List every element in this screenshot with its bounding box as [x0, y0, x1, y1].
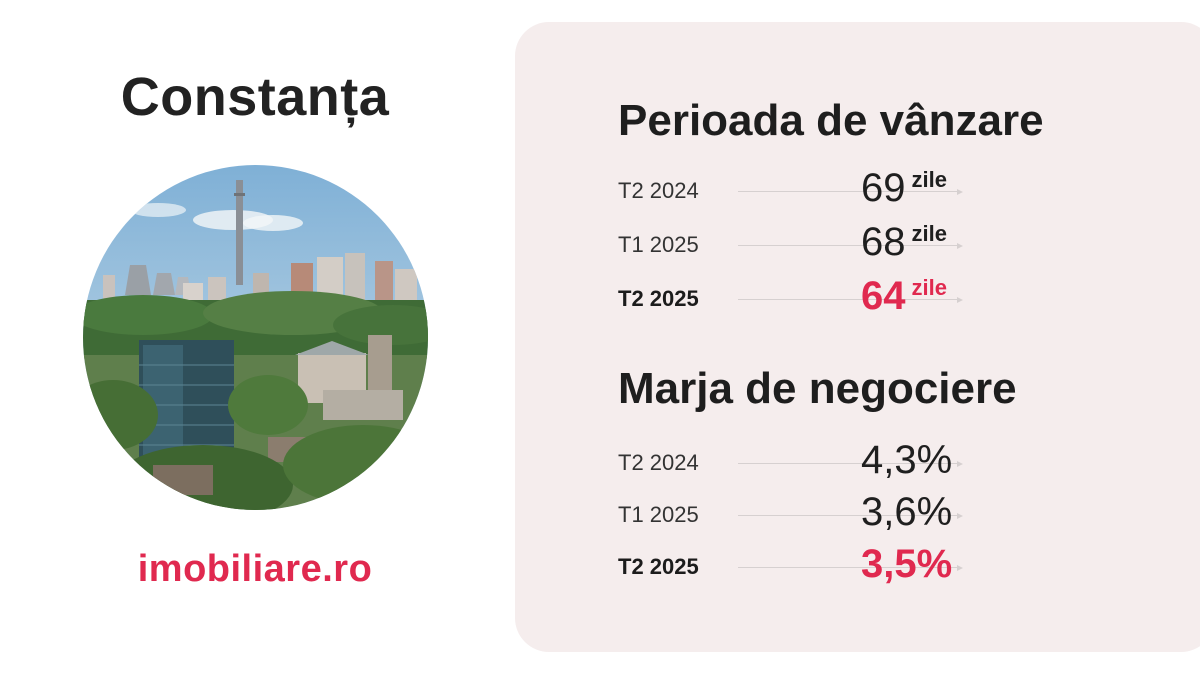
stat-row: T2 2024 4,3%: [618, 438, 1178, 484]
row-value: 64 zile: [861, 274, 947, 319]
row-number: 68: [861, 220, 906, 264]
row-label: T1 2025: [618, 232, 699, 257]
arrow-right-icon: [738, 243, 963, 249]
row-value: 69 zile: [861, 166, 947, 211]
city-photo: [83, 165, 428, 510]
arrow-right-icon: [738, 461, 963, 467]
stat-row: T1 2025 68 zile: [618, 220, 1178, 266]
row-label: T1 2025: [618, 502, 699, 527]
row-number: 64: [861, 274, 906, 318]
city-title: Constanța: [120, 67, 390, 127]
row-unit: zile: [911, 275, 947, 300]
section-title-marja: Marja de negociere: [618, 364, 1017, 413]
row-label: T2 2024: [618, 450, 699, 475]
row-unit: zile: [911, 167, 947, 192]
stat-row: T2 2024 69 zile: [618, 166, 1178, 212]
row-label: T2 2025: [618, 554, 699, 579]
row-value: 68 zile: [861, 220, 947, 265]
row-number: 69: [861, 166, 906, 210]
stats-panel: [515, 22, 1200, 652]
stat-row-current: T2 2025 64 zile: [618, 274, 1178, 320]
row-value: 3,6%: [861, 490, 953, 534]
arrow-right-icon: [738, 297, 963, 303]
section-title-perioada: Perioada de vânzare: [618, 96, 1044, 145]
row-label: T2 2025: [618, 286, 699, 311]
row-value: 4,3%: [861, 438, 953, 482]
row-label: T2 2024: [618, 178, 699, 203]
arrow-right-icon: [738, 565, 963, 571]
logo-suffix: .ro: [322, 548, 373, 590]
logo-prefix: imobiliare: [137, 548, 323, 590]
stat-row: T1 2025 3,6%: [618, 490, 1178, 536]
row-unit: zile: [911, 221, 947, 246]
arrow-right-icon: [738, 513, 963, 519]
stat-row-current: T2 2025 3,5%: [618, 542, 1178, 588]
row-value: 3,5%: [861, 542, 953, 586]
imobiliare-logo: imobiliare.ro: [0, 548, 510, 591]
arrow-right-icon: [738, 189, 963, 195]
